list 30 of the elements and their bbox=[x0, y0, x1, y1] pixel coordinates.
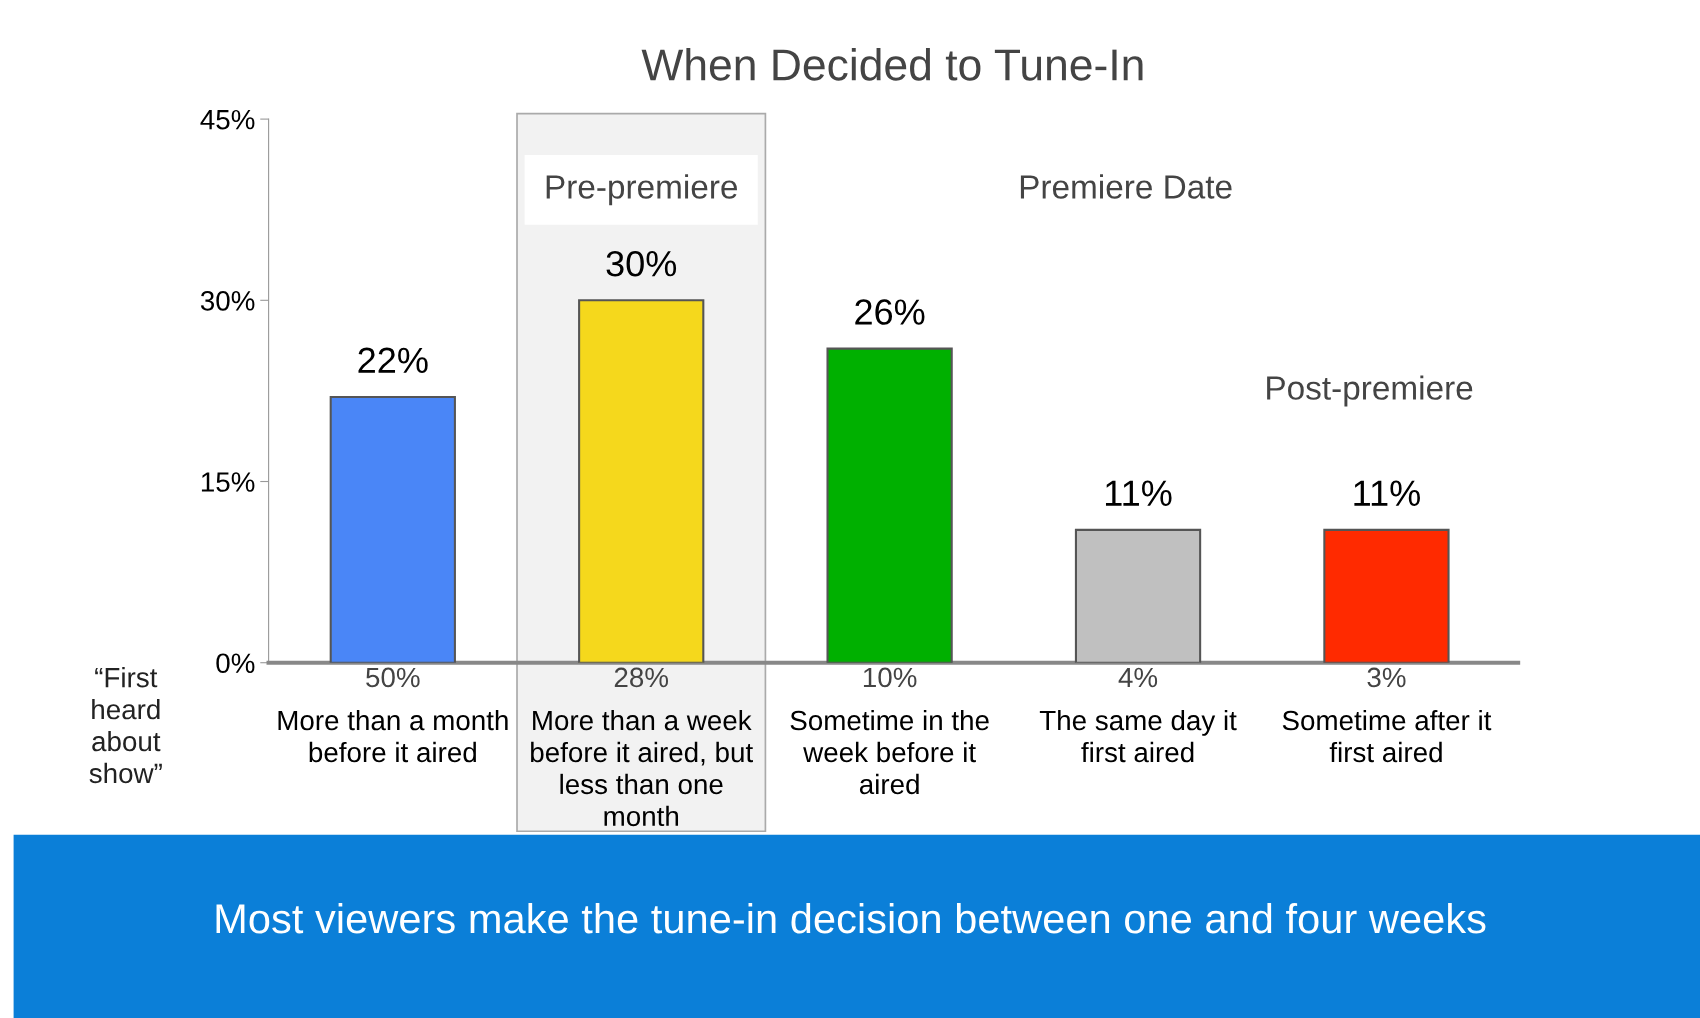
annotation: 10% bbox=[863, 667, 917, 688]
bar bbox=[1323, 528, 1450, 663]
text: Most viewers make the tune-in decision between one and four weeks bbox=[216, 902, 1486, 934]
bar bbox=[578, 299, 705, 663]
bar bbox=[1074, 528, 1202, 663]
y-tick-label: 45% bbox=[200, 109, 255, 130]
band-label: Pre-premiere bbox=[546, 174, 737, 206]
y-tick-label: 30% bbox=[200, 290, 255, 311]
chart-title: When Decided to Tune-In bbox=[641, 48, 1143, 81]
data-label: 30% bbox=[606, 250, 677, 277]
annotation: 4% bbox=[1118, 667, 1158, 688]
y-tick-label: 15% bbox=[201, 472, 255, 492]
x-tick-label: More than a month before it aired bbox=[278, 709, 508, 763]
x-tick-label: Sometime after it first aired bbox=[1282, 709, 1492, 763]
data-label: 26% bbox=[855, 299, 925, 325]
text: “First heard about show” bbox=[89, 667, 162, 784]
x-tick-label: More than a week before it aired, but less than one month bbox=[531, 709, 753, 827]
annotation: Premiere Date bbox=[1020, 174, 1232, 199]
bar bbox=[329, 395, 456, 663]
data-label: 22% bbox=[358, 347, 428, 374]
y-tick-label: 0% bbox=[216, 653, 255, 674]
annotation: Post-premiere bbox=[1267, 375, 1473, 407]
annotation: 3% bbox=[1367, 667, 1406, 688]
data-label: 11% bbox=[1354, 480, 1420, 506]
bar bbox=[826, 347, 953, 663]
annotation: 28% bbox=[614, 667, 669, 688]
data-label: 11% bbox=[1105, 480, 1172, 506]
x-tick-label: The same day it first aired bbox=[1039, 709, 1237, 763]
annotation: 50% bbox=[366, 667, 420, 688]
x-tick-label: Sometime in the week before it aired bbox=[790, 709, 989, 795]
